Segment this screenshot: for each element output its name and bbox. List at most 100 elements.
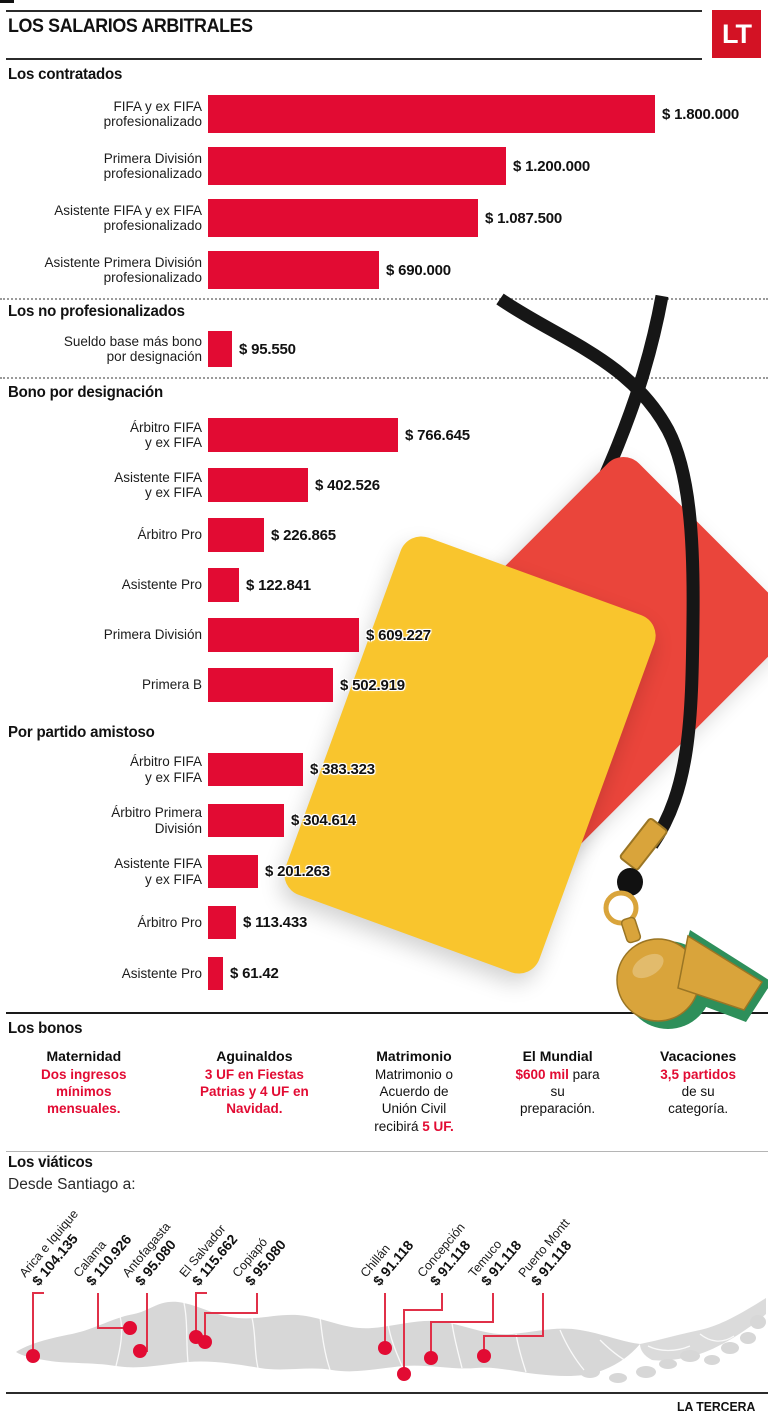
bar-row: Asistente Primera División profesionaliz… [0, 251, 768, 289]
bar [208, 251, 379, 289]
bar-value: $ 304.614 [291, 812, 356, 829]
bar [208, 618, 359, 652]
bar-label: Árbitro Pro [137, 914, 202, 930]
bar-value: $ 95.550 [239, 340, 296, 358]
bar-label: FIFA y ex FIFA profesionalizado [103, 98, 202, 129]
bonus-text: $600 mil para su preparación. [512, 1066, 604, 1118]
bar [208, 906, 236, 939]
bar-label: Árbitro FIFA y ex FIFA [129, 754, 202, 785]
bonus-item: Matrimonio Matrimonio o Acuerdo de Unión … [366, 1048, 462, 1135]
corner-mark [0, 0, 14, 3]
bar [208, 147, 506, 185]
section-title: Los no profesionalizados [8, 303, 196, 321]
map-city-label-inner: Puerto Montt $ 91.118 [516, 1216, 585, 1290]
section-title-text: Bono por designación [8, 384, 164, 401]
bonos-top-rule [6, 1012, 768, 1014]
section-title: Por partido amistoso [8, 724, 164, 742]
bar-row: Sueldo base más bono por designación $ 95… [0, 331, 768, 367]
bar-value: $ 383.323 [310, 761, 375, 778]
chile-map [16, 1292, 766, 1383]
bar-rows: Sueldo base más bono por designación $ 95… [0, 331, 768, 367]
bar [208, 199, 478, 237]
bonus-title: Aguinaldos [216, 1048, 293, 1064]
bar [208, 668, 333, 702]
credit: LA TERCERA [676, 1399, 756, 1414]
viaticos-top-rule [6, 1151, 768, 1152]
bonos-list: Maternidad Dos ingresos mínimos mensuales… [0, 1048, 768, 1135]
bar [208, 331, 232, 367]
bar-value: $ 502.919 [340, 676, 405, 694]
bonus-item: Maternidad Dos ingresos mínimos mensuales… [25, 1048, 143, 1135]
bar-value: $ 402.526 [315, 476, 380, 494]
bar-label: Asistente FIFA y ex FIFA profesionalizad… [54, 202, 202, 233]
bar-row: Árbitro FIFA y ex FIFA $ 383.323 [0, 753, 768, 786]
bar-row: Asistente FIFA y ex FIFA $ 201.263 [0, 855, 768, 888]
bonus-text-part: $600 mil [515, 1066, 569, 1082]
bar-value: $ 690.000 [386, 261, 451, 279]
bar-label: Árbitro FIFA y ex FIFA [129, 419, 202, 450]
bar-value: $ 1.800.000 [662, 105, 740, 123]
section-title-text: Los contratados [8, 66, 123, 83]
bar-row: Árbitro Pro $ 226.865 [0, 518, 768, 552]
bar-value: $ 1.200.000 [513, 157, 591, 175]
bar-value: $ 609.227 [366, 626, 431, 644]
top-rule [6, 10, 702, 12]
bar-row: Primera B $ 502.919 [0, 668, 768, 702]
bonus-text-part: de su categoría. [668, 1084, 729, 1117]
bonus-title: Vacaciones [660, 1048, 737, 1064]
bar-label: Asistente FIFA y ex FIFA [114, 469, 202, 500]
section-title-bonos: Los bonos [8, 1020, 83, 1037]
chile-silhouette [16, 1298, 766, 1383]
bar-label: Primera División [103, 627, 202, 643]
bar-rows: Árbitro FIFA y ex FIFA $ 383.323 Árbitro P… [0, 753, 768, 1008]
bonus-item: Vacaciones 3,5 partidos de su categoría. [653, 1048, 743, 1135]
bonus-text: Dos ingresos mínimos mensuales. [25, 1066, 143, 1118]
bar-value: $ 61.42 [230, 965, 279, 982]
bonus-text: Matrimonio o Acuerdo de Unión Civil reci… [366, 1066, 462, 1135]
bar [208, 753, 303, 786]
bar-label: Primera División profesionalizado [103, 150, 202, 181]
dotted-separator-2 [0, 377, 768, 379]
bar-row: Asistente FIFA y ex FIFA profesionalizad… [0, 199, 768, 237]
bar [208, 957, 223, 990]
title-underline-rule [6, 58, 702, 60]
bar-rows: FIFA y ex FIFA profesionalizado $ 1.800.0… [0, 95, 768, 303]
bar [208, 568, 239, 602]
bar-row: Asistente FIFA y ex FIFA $ 402.526 [0, 468, 768, 502]
bar-value: $ 1.087.500 [485, 209, 563, 227]
bar-row: Asistente Pro $ 61.42 [0, 957, 768, 990]
bar-value: $ 113.433 [243, 914, 308, 931]
page-title-text: LOS SALARIOS ARBITRALES [8, 16, 253, 37]
map-dots [26, 1321, 491, 1381]
bonus-text-part: 3 UF en Fiestas Patrias y 4 UF en Navida… [199, 1066, 309, 1117]
viaticos-subtitle: Desde Santiago a: [8, 1176, 136, 1193]
bar-row: Asistente Pro $ 122.841 [0, 568, 768, 602]
bonus-text-part: Dos ingresos mínimos mensuales. [41, 1066, 127, 1117]
bar-value: $ 122.841 [246, 576, 311, 594]
bar-label: Primera B [141, 677, 202, 693]
bar-label: Asistente Primera División profesionaliz… [44, 254, 202, 285]
bonus-text-part: Matrimonio o Acuerdo de Unión Civil reci… [374, 1066, 453, 1134]
section-title-text: Los no profesionalizados [8, 303, 185, 320]
bar-label: Sueldo base más bono por designación [63, 333, 202, 364]
bonus-title: El Mundial [522, 1048, 593, 1064]
bonus-text-part: 3,5 partidos [660, 1066, 737, 1082]
bonus-title: Maternidad [46, 1048, 122, 1064]
lt-logo: LT [712, 10, 761, 58]
bar-row: Primera División $ 609.227 [0, 618, 768, 652]
bonus-text-part: para su preparación. [520, 1066, 600, 1117]
section-title-text: Por partido amistoso [8, 724, 155, 741]
bar [208, 468, 308, 502]
bar [208, 95, 655, 133]
bar [208, 418, 398, 452]
bonus-item: El Mundial $600 mil para su preparación. [512, 1048, 604, 1135]
bar-label: Asistente FIFA y ex FIFA [114, 856, 202, 887]
bar-row: Árbitro Pro $ 113.433 [0, 906, 768, 939]
bar-row: Árbitro Primera División $ 304.614 [0, 804, 768, 837]
bonus-title: Matrimonio [376, 1048, 452, 1064]
section-title-viaticos: Los viáticos [8, 1154, 93, 1171]
bonus-item: Aguinaldos 3 UF en Fiestas Patrias y 4 UF… [192, 1048, 316, 1135]
bar-row: Primera División profesionalizado $ 1.200… [0, 147, 768, 185]
bar-row: Árbitro FIFA y ex FIFA $ 766.645 [0, 418, 768, 452]
